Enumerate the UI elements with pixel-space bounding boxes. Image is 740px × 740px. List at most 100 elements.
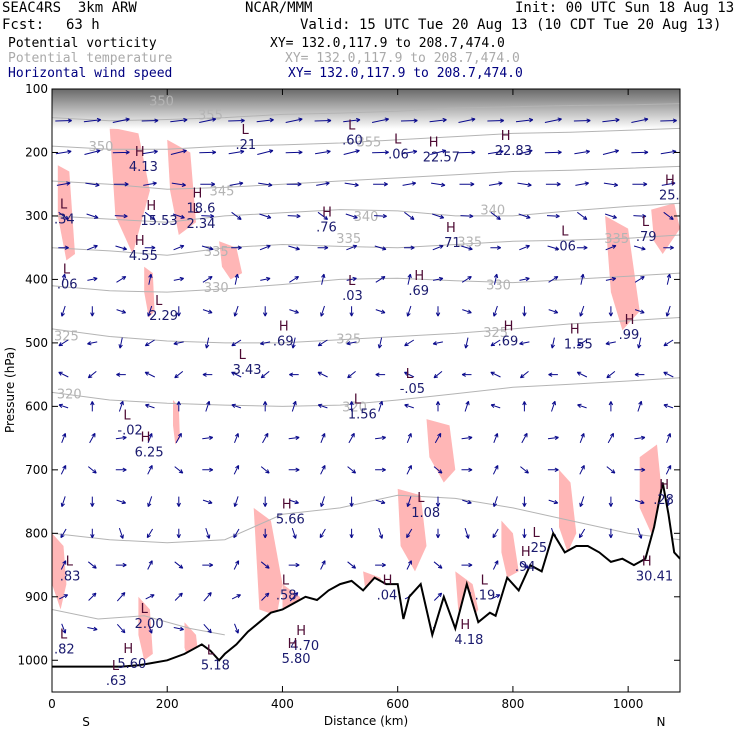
y-tick-label: 1000 [17,653,48,667]
wind-vector [228,149,245,155]
pv-extremum-type: L [354,393,362,408]
wind-vector [404,371,415,378]
pv-extremum-value: 15.53 [140,214,177,229]
wind-vector [55,149,72,155]
wind-vector [143,181,157,186]
pv-extremum-value: -.05 [400,382,425,397]
wind-vector [147,465,153,475]
pv-extremum-value: .82 [54,642,75,657]
wind-vector [492,496,498,508]
wind-vector [146,528,154,539]
wind-vector [578,528,586,539]
pv-shaded-region [397,488,427,572]
wind-vector [458,117,476,123]
pv-extremum: L.06 [57,262,78,292]
wind-vector [260,371,270,379]
theta-label: 325 [336,332,361,347]
wind-vector [347,561,357,569]
header-model: SEAC4RS 3km ARW [2,0,137,16]
wind-vector [231,339,242,347]
pv-extremum: H.69 [273,320,294,350]
wind-vector [174,561,184,569]
wind-vector [58,403,69,409]
wind-vector [174,466,184,474]
wind-vector [147,560,153,570]
pv-extremum: H.69 [498,320,519,350]
wind-vector [116,499,127,505]
wind-vector [59,594,69,600]
wind-vector [492,528,499,539]
wind-vector [321,273,326,285]
theta-label: 340 [480,204,505,219]
pv-extremum-type: H [383,573,393,588]
pv-extremum-type: H [141,431,151,446]
x-axis-title: Distance (km) [324,714,408,728]
theta-label: 320 [57,388,82,403]
wind-vector [603,182,619,187]
pv-extremum: L.63 [106,659,127,689]
wind-vector [579,496,585,508]
wind-vector [375,435,386,441]
wind-vector [286,182,302,187]
wind-vector [231,211,242,220]
terrain-line [52,482,680,668]
pv-extremum-value: .99 [619,328,640,343]
pv-extremum: H4.70 [290,624,319,654]
wind-vector [546,213,560,219]
wind-vector [607,432,614,444]
wind-vector [632,182,648,187]
wind-vector [660,118,677,123]
wind-vector [634,372,645,377]
wind-vector [115,435,127,441]
pv-extremum-value: 2.00 [135,617,164,632]
pv-extremum-value: .79 [636,230,657,245]
wind-vector [116,372,126,377]
y-axis-title: Pressure (hPa) [3,347,17,433]
wind-vector [608,496,614,507]
pv-extremum-value: .34 [54,213,75,228]
wind-vector [262,496,268,507]
pv-extremum-value: .28 [653,493,674,508]
wind-vector [404,339,415,347]
wind-vector [665,465,672,475]
wind-vector [579,465,585,475]
pv-extremum: H22.83 [495,129,532,159]
wind-vector [666,433,672,443]
y-tick-label: 100 [25,82,48,96]
wind-vector [371,117,390,123]
y-tick-label: 700 [25,463,48,477]
wind-vector [315,149,331,155]
wind-vector [60,496,66,508]
pv-extremum: H.71 [440,221,461,251]
pv-extremum: L.79 [636,215,657,245]
wind-vector [375,372,386,377]
header-fcst-label: Fcst: [2,17,45,33]
pv-extremum-value: .25 [526,541,547,556]
wind-vector [406,433,412,443]
wind-vector [87,371,97,379]
wind-vector [406,496,412,508]
wind-vector [461,562,473,568]
pv-extremum: L5.18 [201,643,230,673]
theta-contour-355 [52,103,680,122]
wind-vector [347,371,356,379]
wind-vector [605,276,617,282]
wind-vector [579,305,585,317]
wind-vector [631,150,649,155]
pv-extremum: L-.05 [400,367,425,397]
wind-vector [174,371,184,379]
pv-extrema-layer: H4.13H18.6L2.34H15.53H4.55L.34L.06L.21L.… [54,118,680,689]
wind-vector [492,305,498,317]
wind-vector [575,181,589,186]
wind-vector [490,339,501,347]
pv-extremum-type: H [193,186,203,201]
pv-extremum-value: .06 [57,277,78,292]
wind-vector [547,467,559,473]
wind-vector [176,401,181,412]
pv-extremum: H.04 [377,573,398,603]
wind-vector [289,372,299,377]
wind-vector [262,528,268,539]
legend-pv-xy: XY= 132.0,117.9 to 208.7,474.0 [270,36,505,51]
wind-vector [433,466,443,474]
